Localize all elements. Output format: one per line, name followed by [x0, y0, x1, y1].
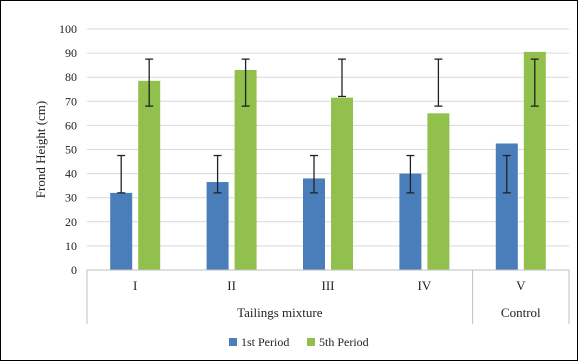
legend-swatch [307, 338, 315, 346]
bar-series1-III [303, 178, 325, 270]
x-tick-label: IV [418, 278, 432, 293]
y-tick-label: 40 [65, 167, 77, 181]
y-tick-label: 10 [65, 239, 77, 253]
bar-series2-I [138, 80, 161, 270]
y-axis-title: Frond Height (cm) [33, 101, 48, 198]
x-tick-label: V [516, 278, 526, 293]
x-tick-label: III [322, 278, 335, 293]
x-tick-label: I [133, 278, 137, 293]
legend-label: 1st Period [241, 335, 289, 349]
bar-series1-I [110, 192, 133, 270]
bar-series2-III [331, 97, 353, 270]
bar-series1-II [206, 182, 229, 270]
bar-series2-V [523, 51, 546, 270]
x-tick-label: II [227, 278, 236, 293]
y-tick-label: 90 [65, 46, 77, 60]
y-tick-label: 20 [65, 215, 77, 229]
x-group-label: Control [501, 305, 541, 320]
y-tick-label: 70 [65, 94, 77, 108]
bars [110, 51, 546, 270]
bar-series1-V [495, 143, 518, 270]
error-bars [117, 58, 539, 194]
y-tick-label: 100 [59, 22, 77, 36]
y-tick-label: 30 [65, 191, 77, 205]
y-tick-label: 60 [65, 118, 77, 132]
gridlines [87, 28, 569, 271]
bar-series2-IV [427, 113, 450, 270]
y-tick-label: 80 [65, 70, 77, 84]
bar-series1-IV [399, 173, 422, 270]
x-group-label: Tailings mixture [237, 305, 323, 320]
legend: 1st Period 5th Period [229, 335, 369, 349]
bar-series2-II [234, 69, 257, 270]
legend-label: 5th Period [319, 335, 369, 349]
legend-swatch [229, 338, 237, 346]
y-tick-label: 50 [65, 143, 77, 157]
y-axis-tick-labels: 0 10 20 30 40 50 60 70 80 90 100 [59, 22, 77, 277]
y-tick-label: 0 [71, 263, 77, 277]
